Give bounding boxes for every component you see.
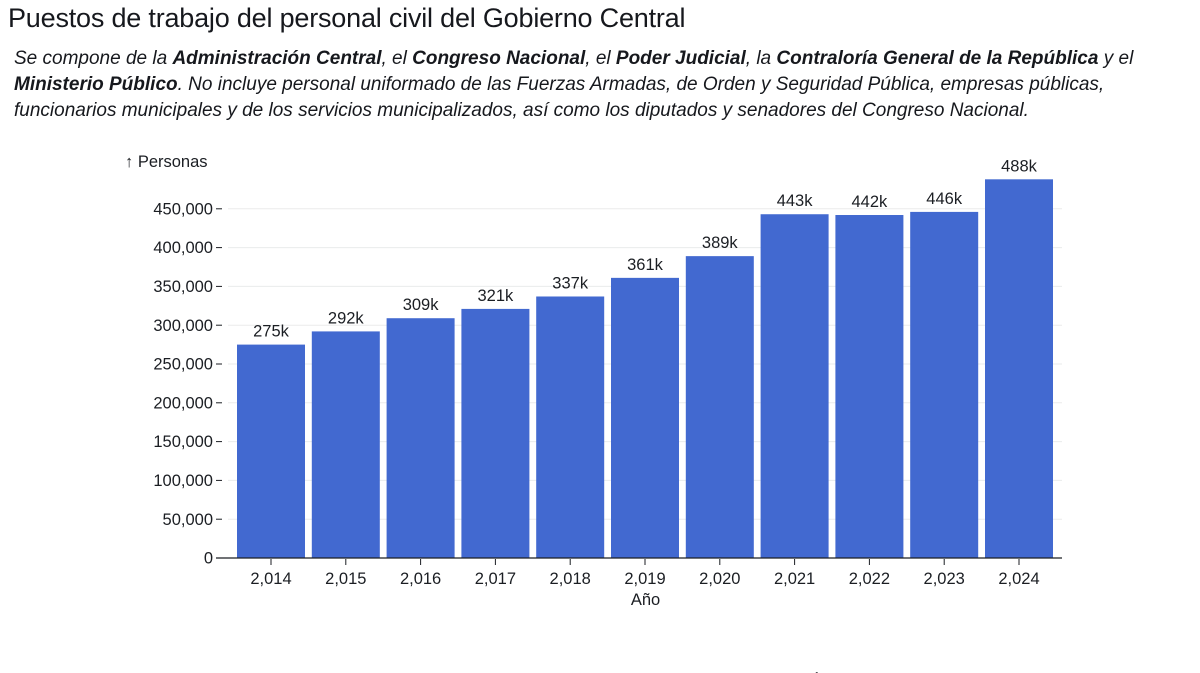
bar-2,015 — [311, 331, 380, 558]
source-note: Fuente de Datos: Informe Trimestral de l… — [8, 617, 1007, 673]
y-tick-label: 150,000 — [153, 433, 213, 451]
subtitle-segment-bold: Administración Central — [172, 48, 382, 69]
bar-2,017 — [461, 308, 530, 558]
bar-value-label: 321k — [478, 287, 515, 305]
bar-2,023 — [910, 211, 979, 558]
bar-2,020 — [685, 256, 754, 558]
bar-2,018 — [536, 296, 605, 558]
y-axis-title: ↑ Personas — [125, 153, 208, 171]
x-tick-label: 2,020 — [699, 570, 740, 588]
subtitle-segment-bold: Poder Judicial — [615, 48, 746, 69]
x-tick-label: 2,019 — [624, 570, 665, 588]
x-tick-label: 2,023 — [924, 570, 965, 588]
y-tick-label: 200,000 — [153, 394, 213, 412]
subtitle-segment: , el — [381, 48, 413, 69]
x-axis-title: Año — [631, 591, 660, 609]
subtitle-segment: , la — [745, 48, 777, 69]
y-tick-label: 100,000 — [153, 472, 213, 490]
bar-2,019 — [611, 277, 679, 558]
subtitle-segment: y el — [1098, 48, 1134, 69]
x-tick-label: 2,024 — [998, 570, 1039, 588]
subtitle-segment-bold: Congreso Nacional — [412, 48, 586, 69]
bar-2,022 — [835, 215, 904, 558]
y-tick-label: 300,000 — [153, 317, 213, 335]
bar-value-label: 446k — [926, 190, 963, 208]
y-tick-label: 250,000 — [153, 356, 213, 374]
bar-value-label: 309k — [403, 296, 440, 314]
x-tick-label: 2,022 — [849, 570, 890, 588]
bar-value-label: 389k — [702, 234, 739, 252]
y-tick-label: 50,000 — [163, 511, 213, 529]
x-tick-label: 2,021 — [774, 570, 815, 588]
bar-2,014 — [237, 344, 305, 558]
x-tick-label: 2,017 — [475, 570, 516, 588]
bar-value-label: 275k — [253, 323, 290, 341]
bar-2,021 — [760, 214, 829, 558]
subtitle-segment: , el — [585, 48, 616, 69]
bar-value-label: 292k — [328, 309, 365, 327]
subtitle-segment-bold: Contraloría General de la República — [776, 48, 1099, 69]
subtitle-segment-bold: Ministerio Público — [14, 74, 178, 95]
y-tick-label: 350,000 — [153, 278, 213, 296]
bar-2,016 — [386, 318, 455, 558]
bar-value-label: 488k — [1001, 157, 1038, 175]
bar-value-label: 442k — [852, 193, 889, 211]
bar-value-label: 443k — [777, 192, 814, 210]
chart-subtitle: Se compone de la Administración Central,… — [14, 46, 1192, 124]
x-tick-label: 2,018 — [550, 570, 591, 588]
y-tick-label: 400,000 — [153, 239, 213, 257]
subtitle-segment: Se compone de la — [14, 48, 173, 69]
figure: ↑ Personas 0 50,000 100,000 150,000 200,000 25… — [0, 140, 1200, 620]
x-tick-label: 2,014 — [250, 570, 291, 588]
bar-value-label: 361k — [627, 256, 664, 274]
subtitle-segment: funcionarios municipales y de los servic… — [14, 100, 1029, 121]
page-title: Puestos de trabajo del personal civil de… — [8, 3, 686, 33]
x-tick-label: 2,016 — [400, 570, 441, 588]
subtitle-segment: . No incluye personal uniformado de las … — [177, 74, 1105, 95]
y-tick-label: 0 — [204, 550, 213, 568]
bar-value-label: 337k — [552, 274, 589, 292]
x-tick-label: 2,015 — [325, 570, 366, 588]
bar-2,024 — [985, 179, 1053, 558]
bar-chart: ↑ Personas 0 50,000 100,000 150,000 200,000 25… — [125, 153, 1062, 609]
y-tick-label: 450,000 — [153, 200, 213, 218]
source-line-1: Fuente de Datos: Informe Trimestral de l… — [8, 669, 1007, 673]
